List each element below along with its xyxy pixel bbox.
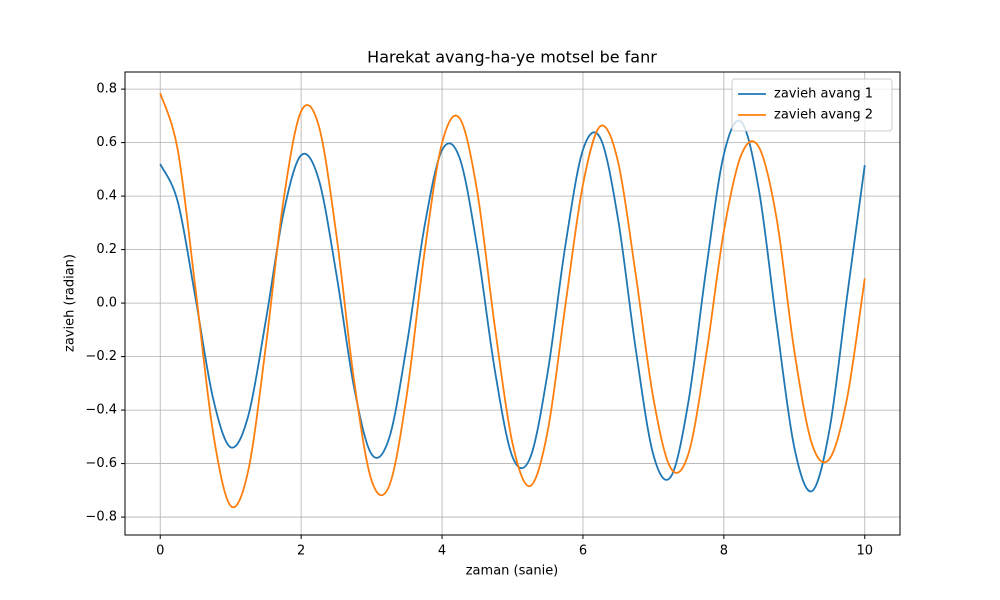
x-tick-label: 0 — [156, 544, 164, 559]
series-line — [159, 92, 866, 509]
legend-label: zavieh avang 1 — [774, 87, 873, 102]
y-tick-label: 0.4 — [96, 189, 117, 204]
y-axis-label: zavieh (radian) — [63, 254, 78, 352]
y-tick-label: 0.2 — [96, 242, 117, 257]
x-tick-label: 6 — [579, 544, 587, 559]
chart-title: Harekat avang-ha-ye motsel be fanr — [367, 48, 657, 67]
y-tick-label: −0.6 — [85, 456, 117, 471]
plot-area — [159, 92, 866, 509]
x-tick-label: 8 — [720, 544, 728, 559]
legend-box — [731, 78, 893, 132]
y-tick-label: −0.2 — [85, 349, 117, 364]
legend-label: zavieh avang 2 — [774, 108, 873, 123]
legend: zavieh avang 1 zavieh avang 2 — [731, 78, 893, 132]
y-tick-label: −0.4 — [85, 403, 117, 418]
y-tick-label: −0.8 — [85, 510, 117, 525]
series-line — [159, 119, 866, 493]
y-tick-label: 0.6 — [96, 135, 117, 150]
x-axis-label: zaman (sanie) — [466, 564, 559, 579]
axes-frame — [124, 71, 901, 536]
x-tick-label: 4 — [438, 544, 446, 559]
y-tick-label: 0.0 — [96, 296, 117, 311]
x-tick-label: 10 — [856, 544, 873, 559]
grid: 0 2 4 6 8 10 −0.8 −0.6 −0.4 −0.2 0.0 0.2 0.4 0.6 0.8 — [85, 72, 900, 559]
x-tick-label: 2 — [297, 544, 305, 559]
y-tick-label: 0.8 — [96, 82, 117, 97]
